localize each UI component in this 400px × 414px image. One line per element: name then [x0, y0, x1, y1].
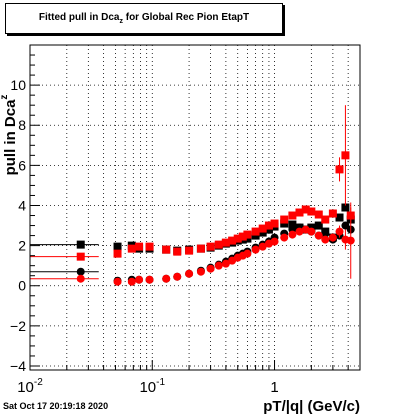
data-point-square — [288, 211, 297, 220]
data-point-square — [314, 210, 323, 219]
data-point-circle — [314, 231, 323, 240]
data-point-square — [228, 236, 237, 245]
data-point-circle — [214, 261, 223, 270]
y-tick-label: 10 — [10, 77, 26, 93]
data-point-square — [264, 225, 273, 234]
data-point-square — [321, 215, 330, 224]
data-point-circle — [295, 227, 304, 236]
data-point-square — [328, 209, 337, 218]
timestamp: Sat Oct 17 20:19:18 2020 — [3, 401, 109, 411]
data-point-square — [341, 203, 350, 212]
data-point-square — [196, 244, 205, 253]
data-point-circle — [251, 245, 260, 254]
data-point-square — [295, 208, 304, 217]
data-point-circle — [270, 237, 279, 246]
data-points — [30, 105, 355, 286]
data-point-square — [270, 219, 279, 228]
data-point-circle — [185, 269, 194, 278]
data-point-circle — [127, 277, 136, 286]
y-tick-label: 6 — [18, 157, 26, 173]
data-point-square — [335, 213, 344, 222]
data-point-square — [206, 242, 215, 251]
data-point-circle — [243, 249, 252, 258]
y-tick-label: −4 — [10, 358, 26, 374]
data-point-square — [113, 249, 122, 258]
y-tick-label: 0 — [18, 278, 26, 294]
data-point-circle — [173, 272, 182, 281]
y-tick-label: 8 — [18, 117, 26, 133]
data-point-circle — [162, 274, 171, 283]
data-point-circle — [258, 242, 267, 251]
chart-title-box: Fitted pull in Dcaz for Global Rec Pion … — [5, 3, 283, 34]
data-point-circle — [280, 233, 289, 242]
data-point-circle — [145, 275, 154, 284]
data-point-circle — [135, 275, 144, 284]
data-point-circle — [328, 233, 337, 242]
y-tick-label: 2 — [18, 238, 26, 254]
chart-title: Fitted pull in Dcaz for Global Rec Pion … — [38, 12, 250, 25]
data-point-square — [280, 215, 289, 224]
data-point-square — [307, 223, 316, 232]
data-point-square — [335, 165, 344, 174]
data-point-square — [341, 151, 350, 160]
data-point-square — [162, 245, 171, 254]
data-point-square — [135, 242, 144, 251]
data-point-square — [233, 234, 242, 243]
data-point-circle — [288, 230, 297, 239]
data-point-square — [251, 231, 260, 240]
axes: −4 −2 0 2 4 6 8 10 10-2 10-1 1 — [10, 54, 361, 396]
data-point-square — [307, 207, 316, 216]
y-tick-label: −2 — [10, 318, 26, 334]
x-tick-label: 10-1 — [139, 377, 165, 396]
data-point-circle — [113, 277, 122, 286]
data-point-square — [314, 221, 323, 230]
x-tick-label: 1 — [270, 379, 278, 396]
data-point-square — [127, 244, 136, 253]
data-point-circle — [321, 235, 330, 244]
data-point-square — [238, 232, 247, 241]
data-point-circle — [335, 227, 344, 236]
data-point-circle — [196, 267, 205, 276]
grid-lines — [29, 45, 361, 370]
data-point-square — [113, 242, 122, 251]
y-tick-label: 4 — [18, 197, 26, 213]
data-point-circle — [307, 227, 316, 236]
data-point-square — [185, 246, 194, 255]
data-point-circle — [321, 229, 330, 238]
data-point-square — [288, 220, 297, 229]
data-point-square — [221, 238, 230, 247]
data-point-circle — [221, 259, 230, 268]
data-point-square — [243, 230, 252, 239]
data-point-square — [243, 234, 252, 243]
x-tick-label: 10-2 — [17, 377, 43, 396]
data-point-square — [251, 227, 260, 236]
data-point-square — [264, 221, 273, 230]
x-axis-title: pT/|q| (GeV/c) — [263, 398, 360, 414]
data-point-square — [258, 224, 267, 233]
y-axis-title: pull in Dcaz — [0, 95, 19, 176]
data-point-square — [301, 205, 310, 214]
data-point-square — [145, 242, 154, 251]
data-point-circle — [346, 236, 355, 245]
data-point-square — [258, 228, 267, 237]
data-point-square — [214, 240, 223, 249]
data-point-square — [173, 247, 182, 256]
data-point-square — [280, 219, 289, 228]
data-point-circle — [206, 264, 215, 273]
plot-frame — [29, 44, 361, 371]
